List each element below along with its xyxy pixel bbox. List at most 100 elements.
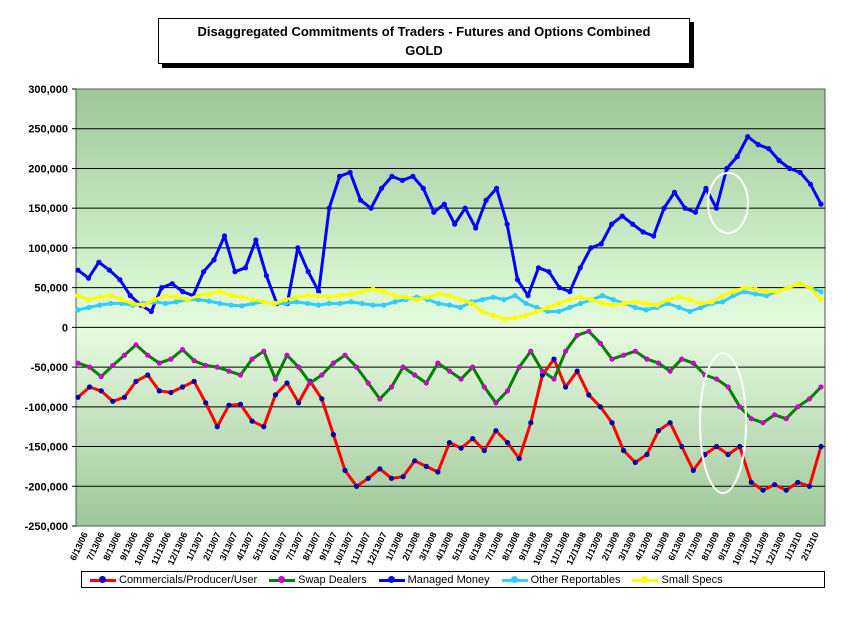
data-point <box>665 300 671 307</box>
data-point <box>86 304 92 311</box>
data-point <box>772 412 778 418</box>
data-point <box>261 424 267 430</box>
data-point <box>470 364 476 370</box>
data-point <box>330 360 336 366</box>
data-point <box>776 157 782 164</box>
data-point <box>250 300 256 307</box>
data-point <box>410 173 416 179</box>
data-point <box>490 294 496 300</box>
data-point <box>75 394 81 400</box>
data-point <box>156 388 162 394</box>
legend-item: Commercials/Producer/User <box>90 574 257 586</box>
data-point <box>214 424 220 430</box>
data-point <box>206 298 212 304</box>
data-point <box>97 302 103 308</box>
data-point <box>535 265 542 271</box>
data-point <box>574 368 580 374</box>
data-point <box>75 293 81 299</box>
data-point <box>249 418 255 424</box>
data-point <box>121 352 127 358</box>
chart-title-box: Disaggregated Commitments of Traders - F… <box>158 18 690 64</box>
data-point <box>354 364 360 370</box>
data-point <box>763 289 770 295</box>
data-point <box>795 404 801 410</box>
data-point <box>151 297 158 303</box>
data-point <box>295 245 301 251</box>
series-3 <box>75 281 824 315</box>
data-point <box>458 445 464 451</box>
data-point <box>217 289 223 295</box>
data-point <box>446 293 453 299</box>
data-point <box>640 229 646 235</box>
data-point <box>567 297 573 303</box>
data-point <box>228 293 234 299</box>
data-point <box>512 293 518 299</box>
data-point <box>655 428 662 434</box>
data-point <box>679 443 685 450</box>
data-point <box>347 169 353 175</box>
data-point <box>713 376 720 382</box>
data-point <box>106 267 112 273</box>
data-point <box>493 428 499 434</box>
data-point <box>523 312 529 318</box>
data-point <box>87 364 93 370</box>
data-point <box>481 384 487 390</box>
y-tick-label: 150,000 <box>28 203 68 215</box>
legend-label: Other Reportables <box>530 573 621 586</box>
highlight-ellipse-lower <box>699 352 747 494</box>
data-point <box>108 293 114 299</box>
data-point <box>141 302 147 308</box>
data-point <box>643 300 649 307</box>
data-point <box>283 297 289 303</box>
data-point <box>609 221 615 227</box>
data-point <box>748 479 754 485</box>
data-point <box>567 304 573 311</box>
data-point <box>446 440 453 446</box>
data-point <box>731 293 737 299</box>
data-point <box>760 420 766 426</box>
data-point <box>676 294 682 300</box>
data-point <box>725 384 731 390</box>
data-point <box>195 293 201 299</box>
data-point <box>676 304 682 311</box>
data-point <box>96 259 102 265</box>
legend-swatch <box>90 575 116 585</box>
legend-item: Managed Money <box>378 574 490 586</box>
data-point <box>403 294 409 300</box>
y-tick-label: -250,000 <box>25 521 68 533</box>
data-point <box>98 388 104 394</box>
y-tick-label: 200,000 <box>28 163 68 175</box>
y-tick-label: -100,000 <box>25 402 68 414</box>
series-line <box>77 135 823 313</box>
legend-label: Swap Dealers <box>298 573 367 586</box>
legend-swatch <box>269 575 296 585</box>
data-point <box>272 376 278 382</box>
data-point <box>797 169 803 175</box>
data-point <box>85 275 92 281</box>
data-point <box>242 265 248 271</box>
data-point <box>228 302 234 308</box>
data-point <box>191 358 197 364</box>
data-point <box>261 348 267 354</box>
y-tick-label: 50,000 <box>34 283 68 295</box>
data-point <box>772 482 778 488</box>
data-point <box>528 348 534 354</box>
data-point <box>400 474 406 480</box>
data-point <box>752 286 759 292</box>
data-point <box>133 342 139 348</box>
data-point <box>184 297 190 303</box>
data-point <box>159 285 165 291</box>
data-point <box>435 360 441 366</box>
data-point <box>232 269 238 275</box>
data-point <box>632 304 638 311</box>
data-point <box>441 201 447 207</box>
data-point <box>319 372 325 378</box>
data-point <box>724 165 730 172</box>
data-point <box>337 173 343 179</box>
data-point <box>563 384 569 390</box>
data-point <box>525 293 531 299</box>
data-point <box>145 352 151 358</box>
data-point <box>731 289 737 295</box>
data-point <box>148 308 154 315</box>
